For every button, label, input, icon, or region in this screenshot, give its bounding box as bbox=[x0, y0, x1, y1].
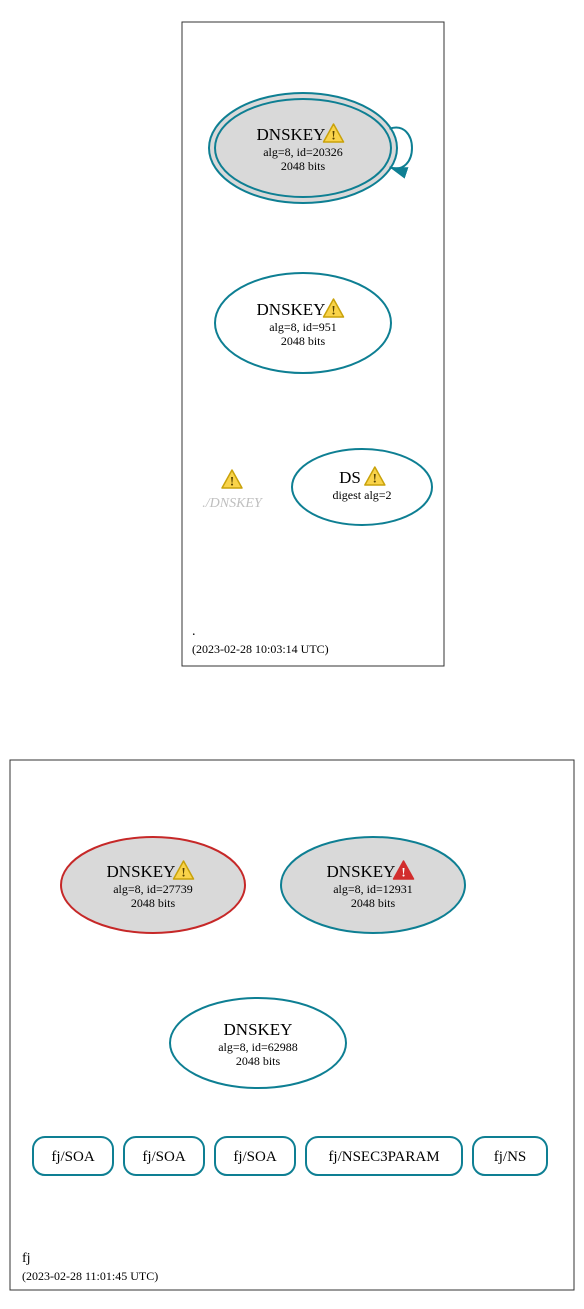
record-soa2: fj/SOA bbox=[124, 1137, 204, 1175]
svg-text:./DNSKEY: ./DNSKEY bbox=[202, 496, 264, 511]
svg-text:DNSKEY: DNSKEY bbox=[257, 300, 326, 319]
svg-text:!: ! bbox=[181, 865, 185, 880]
svg-text:alg=8, id=27739: alg=8, id=27739 bbox=[113, 882, 193, 896]
record-ns: fj/NS bbox=[473, 1137, 547, 1175]
record-soa3: fj/SOA bbox=[215, 1137, 295, 1175]
svg-text:2048 bits: 2048 bits bbox=[281, 334, 326, 348]
svg-text:digest alg=2: digest alg=2 bbox=[332, 488, 391, 502]
svg-text:alg=8, id=12931: alg=8, id=12931 bbox=[333, 882, 413, 896]
zone-timestamp-root: (2023-02-28 10:03:14 UTC) bbox=[192, 642, 329, 656]
svg-text:2048 bits: 2048 bits bbox=[236, 1054, 281, 1068]
svg-text:fj/SOA: fj/SOA bbox=[51, 1149, 95, 1165]
node-fj_zsk: DNSKEYalg=8, id=629882048 bits bbox=[170, 998, 346, 1088]
warning-yellow-icon: ! bbox=[222, 470, 242, 489]
svg-text:DNSKEY: DNSKEY bbox=[107, 862, 176, 881]
svg-text:DNSKEY: DNSKEY bbox=[327, 862, 396, 881]
zone-label-root: . bbox=[192, 624, 196, 639]
svg-text:!: ! bbox=[331, 303, 335, 318]
svg-text:!: ! bbox=[401, 865, 405, 880]
node-fj_ksk_red: DNSKEY! alg=8, id=277392048 bits bbox=[61, 837, 245, 933]
svg-text:alg=8, id=951: alg=8, id=951 bbox=[269, 320, 337, 334]
svg-text:fj/SOA: fj/SOA bbox=[142, 1149, 186, 1165]
zone-timestamp-fj: (2023-02-28 11:01:45 UTC) bbox=[22, 1269, 158, 1283]
svg-text:DNSKEY: DNSKEY bbox=[257, 125, 326, 144]
svg-text:2048 bits: 2048 bits bbox=[351, 896, 396, 910]
svg-text:alg=8, id=20326: alg=8, id=20326 bbox=[263, 145, 343, 159]
node-root_dnskey_phantom: ./DNSKEY! bbox=[202, 470, 264, 511]
record-soa1: fj/SOA bbox=[33, 1137, 113, 1175]
node-root_ksk: DNSKEY! alg=8, id=203262048 bits bbox=[209, 93, 397, 203]
node-fj_ksk_teal: DNSKEY! alg=8, id=129312048 bits bbox=[281, 837, 465, 933]
node-ds: DS! digest alg=2 bbox=[292, 449, 432, 525]
svg-text:fj/SOA: fj/SOA bbox=[233, 1149, 277, 1165]
zone-label-fj: fj bbox=[22, 1251, 31, 1266]
svg-text:2048 bits: 2048 bits bbox=[131, 896, 176, 910]
svg-text:!: ! bbox=[230, 474, 234, 489]
node-root_zsk: DNSKEY! alg=8, id=9512048 bits bbox=[215, 273, 391, 373]
svg-text:!: ! bbox=[373, 471, 377, 486]
svg-text:DNSKEY: DNSKEY bbox=[224, 1020, 293, 1039]
svg-text:DS: DS bbox=[339, 468, 361, 487]
svg-text:2048 bits: 2048 bits bbox=[281, 159, 326, 173]
svg-text:fj/NS: fj/NS bbox=[494, 1149, 527, 1165]
svg-text:alg=8, id=62988: alg=8, id=62988 bbox=[218, 1040, 298, 1054]
svg-text:!: ! bbox=[331, 128, 335, 143]
svg-text:fj/NSEC3PARAM: fj/NSEC3PARAM bbox=[328, 1149, 439, 1165]
record-nsec3: fj/NSEC3PARAM bbox=[306, 1137, 462, 1175]
